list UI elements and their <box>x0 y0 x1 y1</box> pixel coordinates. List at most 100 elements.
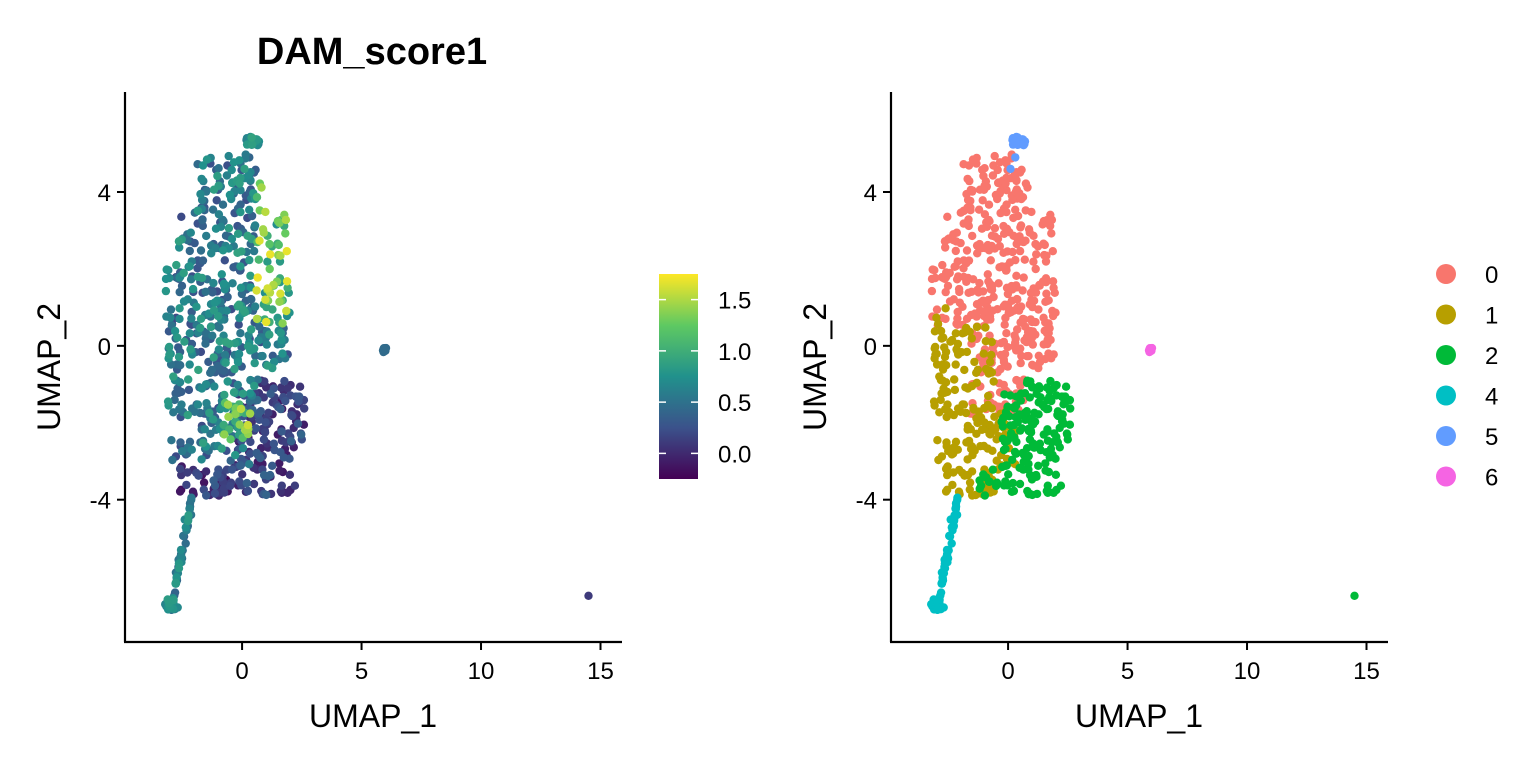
cell-point <box>179 268 188 278</box>
cell-point <box>1000 320 1009 329</box>
cell-point <box>198 216 207 225</box>
cell-point <box>958 468 967 478</box>
cell-point <box>276 383 286 392</box>
cell-point <box>945 532 955 541</box>
cell-point <box>246 437 255 447</box>
cell-point <box>1040 240 1050 250</box>
cell-point <box>993 234 1003 244</box>
cell-point <box>1001 461 1010 470</box>
cell-point <box>213 171 222 181</box>
cell-point <box>1047 438 1057 447</box>
y-ticks: -4 0 4 <box>90 180 125 515</box>
cell-point <box>976 442 985 451</box>
cell-point <box>1006 429 1016 438</box>
y-tick-label: 0 <box>864 334 877 361</box>
cell-point <box>1046 444 1056 454</box>
cell-point <box>265 239 274 249</box>
cell-point <box>226 435 235 444</box>
cell-point <box>254 255 263 264</box>
cell-point <box>932 313 941 322</box>
cell-point <box>209 353 218 362</box>
cell-point <box>190 238 199 248</box>
cell-point <box>236 186 245 195</box>
cell-point <box>277 335 286 345</box>
cell-point <box>173 384 182 393</box>
cell-point <box>163 595 172 604</box>
cell-point <box>584 591 593 600</box>
cell-point <box>1015 479 1025 489</box>
cell-point <box>949 295 958 304</box>
cell-point <box>979 349 988 358</box>
cell-point <box>198 256 208 265</box>
cell-point <box>183 410 192 420</box>
cell-point <box>983 270 992 279</box>
legend-key <box>1436 385 1456 406</box>
cell-point <box>235 179 244 188</box>
cell-point <box>178 447 187 456</box>
x-tick-label: 5 <box>355 658 368 685</box>
cell-point <box>967 467 977 476</box>
cell-point <box>243 486 252 496</box>
cell-point <box>240 164 249 174</box>
cell-point <box>161 286 171 296</box>
cell-point <box>970 309 980 318</box>
cell-point <box>1051 308 1060 317</box>
cell-point <box>176 361 185 370</box>
cell-point <box>1005 412 1014 421</box>
cell-point <box>1025 393 1035 402</box>
cell-point <box>936 395 945 405</box>
cell-point <box>1009 213 1018 223</box>
cell-point <box>1049 283 1058 292</box>
cell-point <box>276 251 285 260</box>
cell-point <box>935 408 944 417</box>
cell-point <box>196 314 206 323</box>
cell-point <box>1005 306 1014 315</box>
cell-point <box>246 271 255 280</box>
cell-point <box>297 430 306 439</box>
cell-point <box>992 456 1001 465</box>
cell-point <box>962 246 972 255</box>
cell-point <box>172 260 181 270</box>
cell-point <box>1030 417 1040 426</box>
cell-point <box>988 306 997 315</box>
cell-point <box>236 207 245 217</box>
cell-point <box>1004 470 1013 479</box>
cell-point <box>222 171 232 180</box>
cell-point <box>281 215 291 225</box>
cell-point <box>1007 296 1016 305</box>
cell-point <box>1021 206 1030 215</box>
cell-point <box>243 342 253 351</box>
cell-point <box>990 412 999 421</box>
cell-point <box>937 273 947 282</box>
colorbar-tick-label: 1.5 <box>718 288 751 315</box>
cell-point <box>965 327 974 336</box>
cell-point <box>984 391 993 401</box>
cell-point <box>1034 461 1043 470</box>
cell-point <box>165 342 174 352</box>
x-tick-label: 10 <box>1234 658 1261 685</box>
cell-point <box>1043 481 1053 490</box>
cell-point <box>263 361 272 370</box>
cell-point <box>278 349 287 358</box>
cell-point <box>1012 392 1021 401</box>
cell-point <box>227 465 237 474</box>
cell-point <box>938 576 948 585</box>
cell-point <box>265 264 274 274</box>
cell-point <box>259 470 269 480</box>
cell-point <box>238 444 248 453</box>
cell-point <box>225 481 235 491</box>
cell-point <box>1061 397 1070 407</box>
cell-point <box>260 428 270 437</box>
plot-title: DAM_score1 <box>257 31 487 73</box>
cell-point <box>944 407 954 417</box>
cell-point <box>193 206 203 216</box>
cell-point <box>989 377 998 386</box>
cell-point <box>993 165 1002 175</box>
cell-point <box>931 273 940 283</box>
cell-point <box>220 350 230 360</box>
legend-key <box>1436 264 1456 284</box>
cell-point <box>968 155 978 164</box>
cell-point <box>225 190 235 200</box>
cell-point <box>1032 250 1041 259</box>
x-tick-label: 15 <box>587 658 614 685</box>
